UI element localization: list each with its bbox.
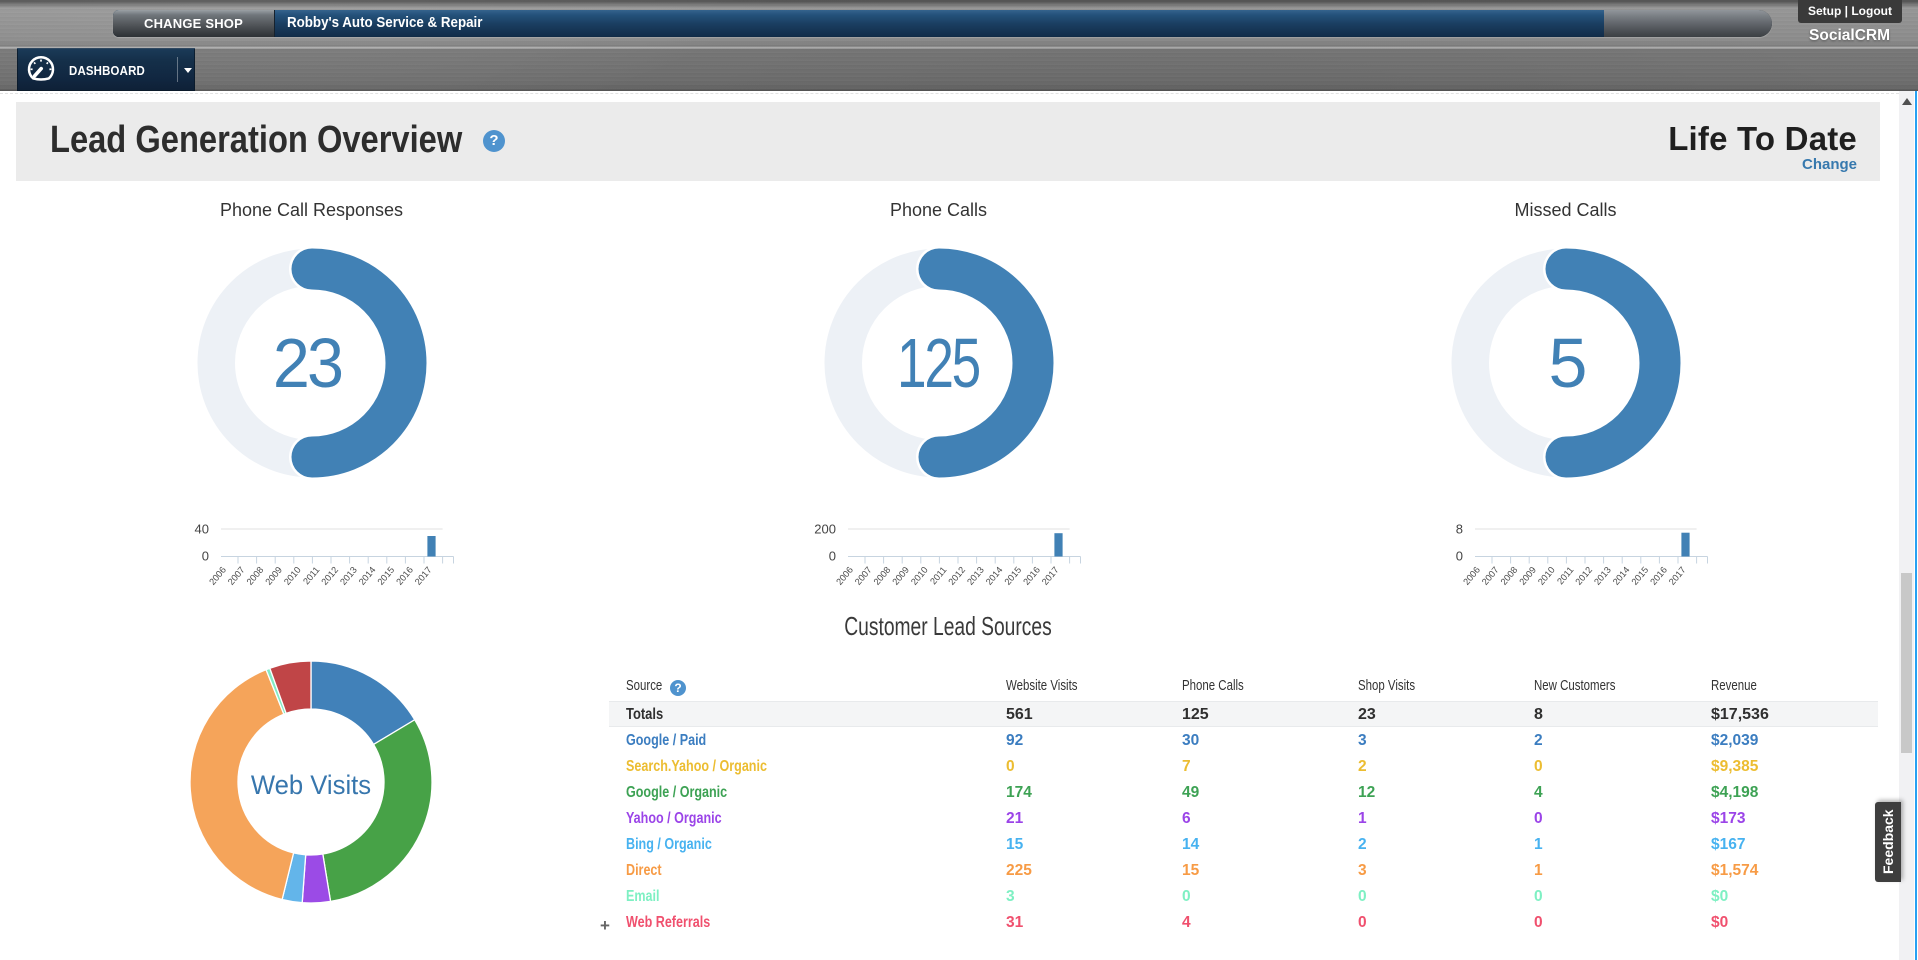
svg-text:2016: 2016 xyxy=(394,565,415,587)
svg-text:0: 0 xyxy=(1455,549,1462,564)
svg-text:2008: 2008 xyxy=(871,565,892,587)
svg-text:2013: 2013 xyxy=(338,565,359,587)
svg-text:8: 8 xyxy=(1455,522,1462,537)
svg-text:2015: 2015 xyxy=(375,565,396,587)
svg-text:2017: 2017 xyxy=(412,565,433,587)
svg-text:2011: 2011 xyxy=(928,565,948,587)
svg-text:2009: 2009 xyxy=(263,565,284,587)
svg-text:2006: 2006 xyxy=(834,565,855,587)
svg-text:2012: 2012 xyxy=(1573,565,1594,587)
svg-text:2012: 2012 xyxy=(319,565,340,587)
svg-text:2016: 2016 xyxy=(1021,565,1042,587)
svg-text:0: 0 xyxy=(201,549,208,564)
svg-text:2006: 2006 xyxy=(207,565,228,587)
svg-text:2017: 2017 xyxy=(1039,565,1060,587)
svg-text:2015: 2015 xyxy=(1629,565,1650,587)
svg-text:2010: 2010 xyxy=(909,565,930,587)
svg-text:2008: 2008 xyxy=(244,565,265,587)
svg-text:2009: 2009 xyxy=(890,565,911,587)
svg-text:2006: 2006 xyxy=(1461,565,1482,587)
svg-text:200: 200 xyxy=(814,522,836,537)
svg-text:2014: 2014 xyxy=(983,565,1004,587)
svg-text:2011: 2011 xyxy=(1555,565,1575,587)
svg-text:2014: 2014 xyxy=(1610,565,1631,587)
svg-text:2010: 2010 xyxy=(1536,565,1557,587)
svg-text:2012: 2012 xyxy=(946,565,967,587)
svg-text:2007: 2007 xyxy=(225,565,246,587)
svg-text:2013: 2013 xyxy=(1592,565,1613,587)
svg-text:2008: 2008 xyxy=(1498,565,1519,587)
svg-text:2010: 2010 xyxy=(282,565,303,587)
svg-text:2007: 2007 xyxy=(1479,565,1500,587)
svg-text:2015: 2015 xyxy=(1002,565,1023,587)
svg-text:2011: 2011 xyxy=(301,565,321,587)
svg-text:2013: 2013 xyxy=(965,565,986,587)
svg-text:2014: 2014 xyxy=(356,565,377,587)
svg-text:2009: 2009 xyxy=(1517,565,1538,587)
svg-text:40: 40 xyxy=(194,522,208,537)
svg-text:2007: 2007 xyxy=(852,565,873,587)
svg-text:0: 0 xyxy=(828,549,835,564)
svg-text:2016: 2016 xyxy=(1648,565,1669,587)
svg-text:2017: 2017 xyxy=(1666,565,1687,587)
